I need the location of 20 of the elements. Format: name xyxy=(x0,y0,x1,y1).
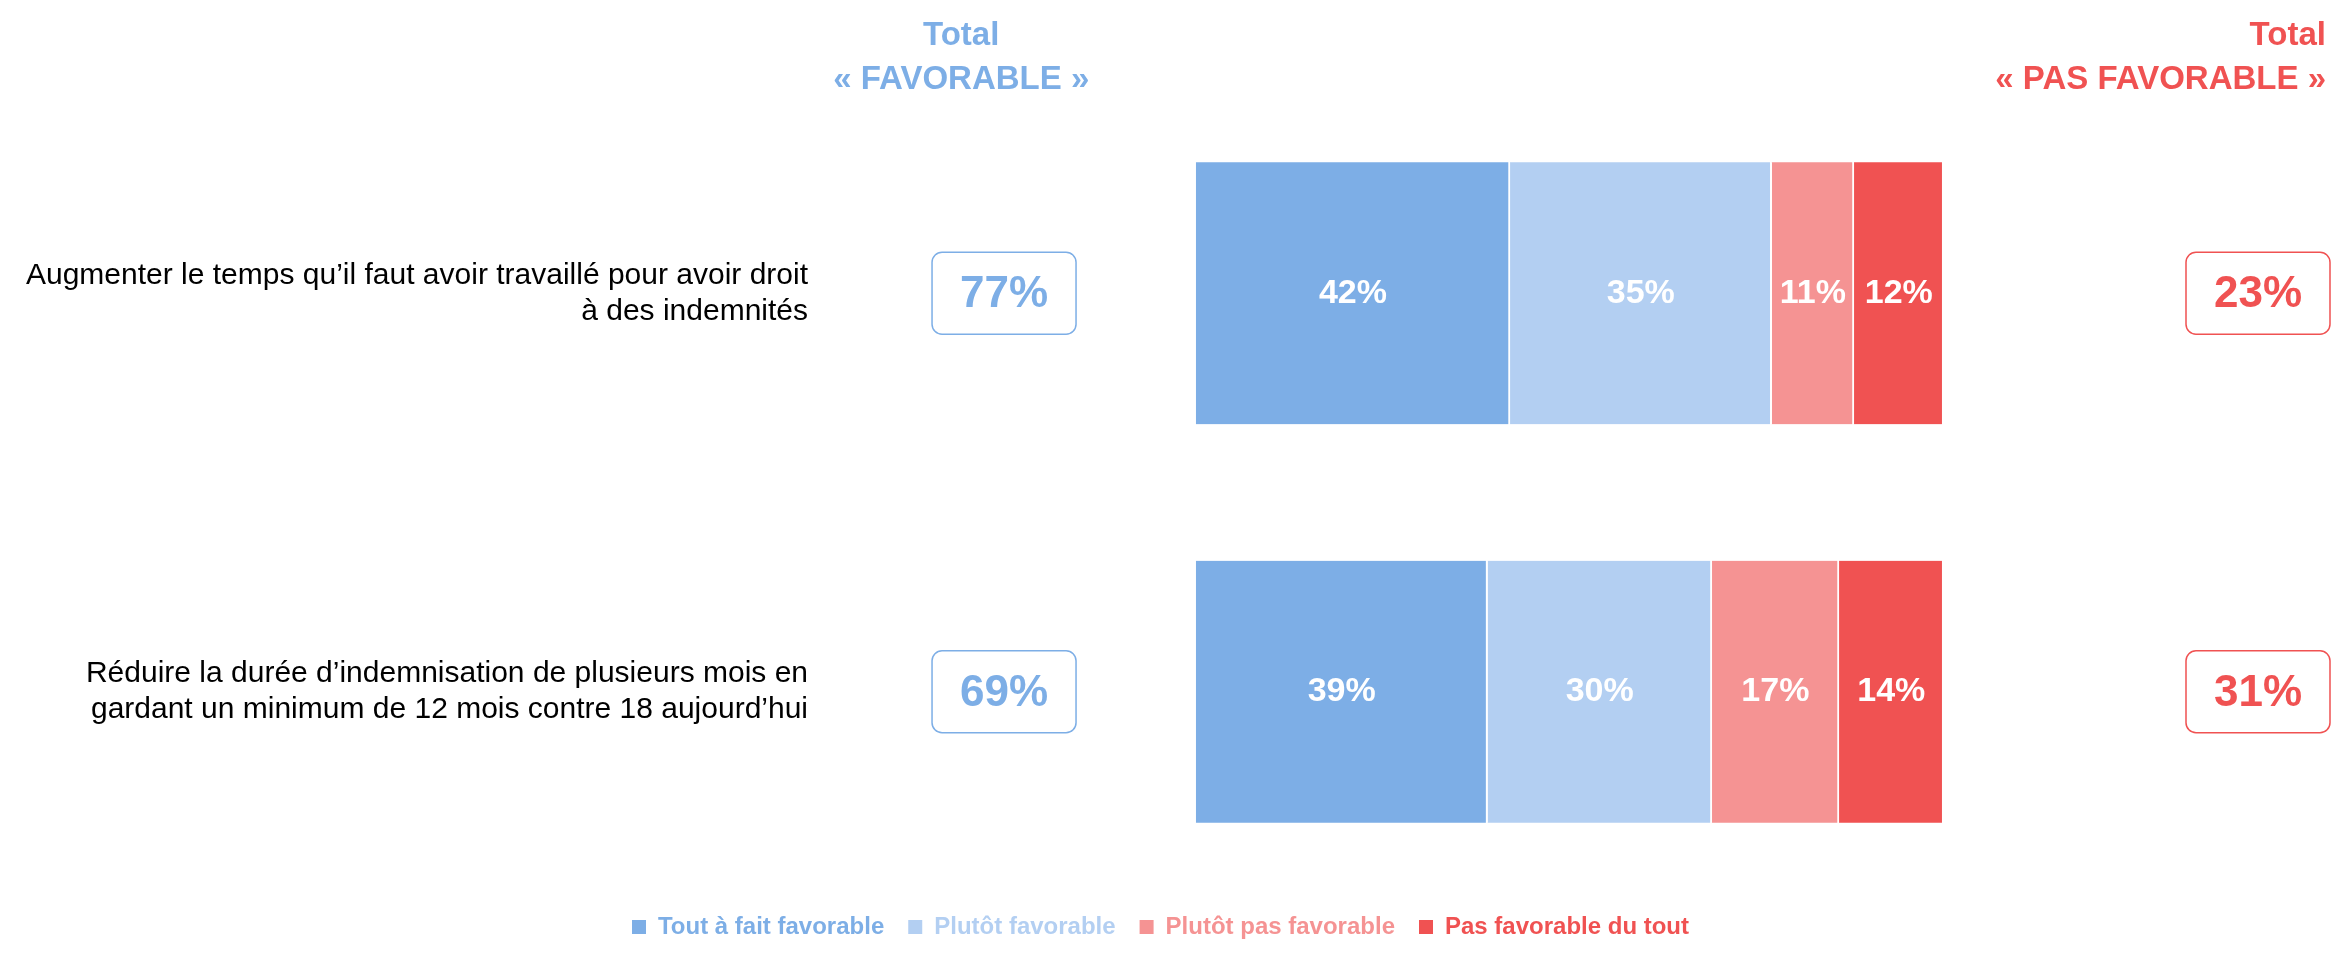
text: Total « PAS FAVORABLE » xyxy=(1995,15,2326,97)
data-label: 39% xyxy=(1307,670,1376,709)
text: 31% xyxy=(2213,665,2303,715)
text: Total « FAVORABLE » xyxy=(833,15,1090,97)
legend-label: Plutôt favorable xyxy=(934,911,1116,939)
text: 69% xyxy=(960,665,1049,715)
data-label: 17% xyxy=(1741,670,1810,709)
text: 77% xyxy=(960,267,1049,317)
legend-label: Pas favorable du tout xyxy=(1444,911,1690,939)
y-tick-label: Réduire la durée d’indemnisation de plusieurs mois en gardant un minimum de 12 mois contre 18 aujourd’hui xyxy=(85,655,809,725)
data-label: 30% xyxy=(1565,670,1634,709)
text: 23% xyxy=(2213,267,2303,317)
legend-label: Tout à fait favorable xyxy=(657,911,885,939)
data-label: 35% xyxy=(1606,271,1675,310)
legend-label: Plutôt pas favorable xyxy=(1165,911,1395,939)
data-label: 42% xyxy=(1318,271,1387,310)
y-tick-label: Augmenter le temps qu’il faut avoir travaillé pour avoir droit à des indemnités xyxy=(25,256,809,326)
data-label: 14% xyxy=(1857,670,1926,709)
data-label: 12% xyxy=(1864,271,1933,310)
data-label: 11% xyxy=(1779,271,1846,310)
